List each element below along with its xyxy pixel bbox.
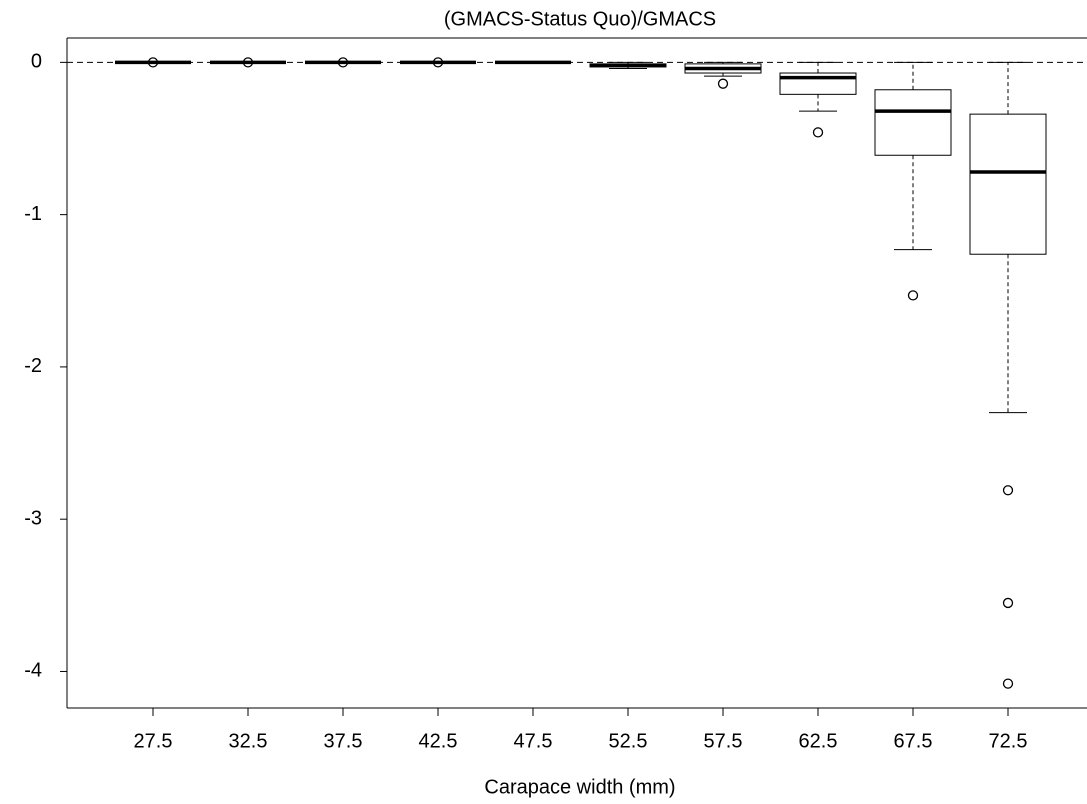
outlier	[432, 57, 444, 68]
x-tick-label: 27.5	[134, 730, 173, 752]
x-tick-label: 47.5	[514, 730, 553, 752]
x-tick-label: 37.5	[324, 730, 363, 752]
y-tick-label: -3	[24, 507, 42, 529]
outlier	[1002, 597, 1014, 609]
outlier	[717, 78, 729, 89]
x-axis-label: Carapace width (mm)	[484, 776, 675, 798]
box	[874, 89, 952, 156]
box	[969, 113, 1047, 255]
outlier	[242, 57, 254, 68]
x-tick-label: 32.5	[229, 730, 268, 752]
outlier	[812, 127, 824, 138]
outlier	[1002, 678, 1014, 689]
outlier	[1002, 485, 1014, 496]
chart-title: (GMACS-Status Quo)/GMACS	[444, 8, 716, 30]
y-tick-label: -1	[24, 203, 42, 225]
x-tick-label: 72.5	[989, 730, 1028, 752]
y-tick-label: 0	[31, 51, 42, 73]
x-tick-label: 62.5	[799, 730, 838, 752]
outlier	[337, 57, 349, 68]
outlier	[907, 290, 919, 301]
y-tick-label: -4	[24, 660, 42, 682]
x-tick-label: 57.5	[704, 730, 743, 752]
x-tick-label: 42.5	[419, 730, 458, 752]
x-tick-label: 67.5	[894, 730, 933, 752]
y-tick-label: -2	[24, 355, 42, 377]
outlier	[147, 57, 159, 68]
x-tick-label: 52.5	[609, 730, 648, 752]
